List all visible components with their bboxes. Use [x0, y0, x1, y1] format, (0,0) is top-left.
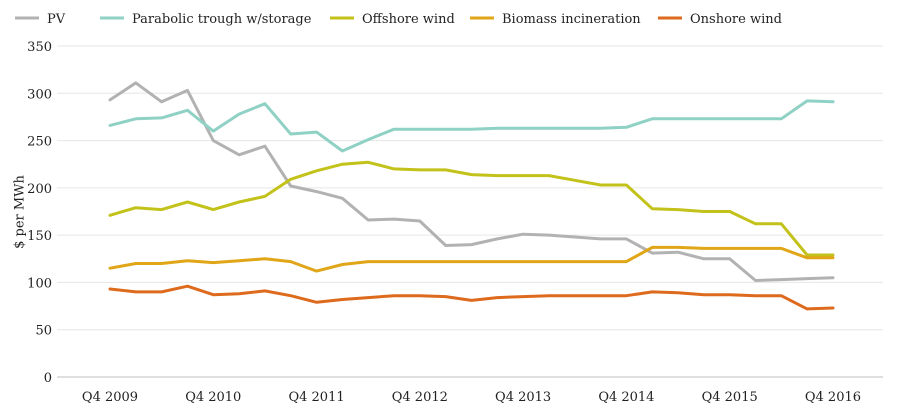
- series-line-onshore-wind: [108, 284, 835, 311]
- x-tick-label: Q4 2015: [702, 390, 758, 405]
- legend-item: Biomass incineration: [470, 12, 641, 27]
- y-tick-label: 50: [35, 324, 52, 339]
- y-tick-label: 250: [27, 135, 52, 150]
- series-line-pv: [108, 81, 835, 282]
- x-tick-label: Q4 2013: [495, 390, 551, 405]
- y-tick-label: 0: [44, 371, 52, 386]
- series-line-parabolic-trough-w-storage: [108, 99, 835, 153]
- x-tick-label: Q4 2010: [185, 390, 241, 405]
- grid-lines: [57, 45, 883, 378]
- y-tick-label: 100: [27, 276, 52, 291]
- legend-item: Offshore wind: [330, 12, 455, 27]
- x-tick-label: Q4 2014: [598, 390, 654, 405]
- series-line-biomass-incineration: [108, 245, 835, 273]
- legend-item: PV: [15, 12, 66, 27]
- x-axis-ticks: Q4 2009 Q4 2010 Q4 2011 Q4 2012 Q4 2013 Q4 20…: [82, 390, 861, 405]
- y-tick-label: 300: [27, 87, 52, 102]
- legend-label: Biomass incineration: [502, 12, 641, 27]
- legend-label: Onshore wind: [690, 12, 782, 27]
- x-tick-label: Q4 2011: [288, 390, 344, 405]
- y-axis-ticks: 0 50 100 150 200 250 300 350: [27, 40, 52, 386]
- legend-label: PV: [47, 12, 66, 27]
- series-line-offshore-wind: [108, 160, 835, 257]
- y-tick-label: 350: [27, 40, 52, 55]
- legend: PV Parabolic trough w/storage Offshore win…: [15, 12, 782, 27]
- y-tick-label: 200: [27, 182, 52, 197]
- series-lines: [108, 81, 835, 311]
- legend-label: Offshore wind: [362, 12, 455, 27]
- x-tick-label: Q4 2009: [82, 390, 138, 405]
- x-tick-label: Q4 2016: [805, 390, 861, 405]
- legend-label: Parabolic trough w/storage: [132, 12, 312, 27]
- legend-item: Parabolic trough w/storage: [100, 12, 312, 27]
- y-tick-label: 150: [27, 229, 52, 244]
- legend-item: Onshore wind: [658, 12, 782, 27]
- y-axis-title: $ per MWh: [13, 174, 28, 248]
- x-tick-label: Q4 2012: [392, 390, 448, 405]
